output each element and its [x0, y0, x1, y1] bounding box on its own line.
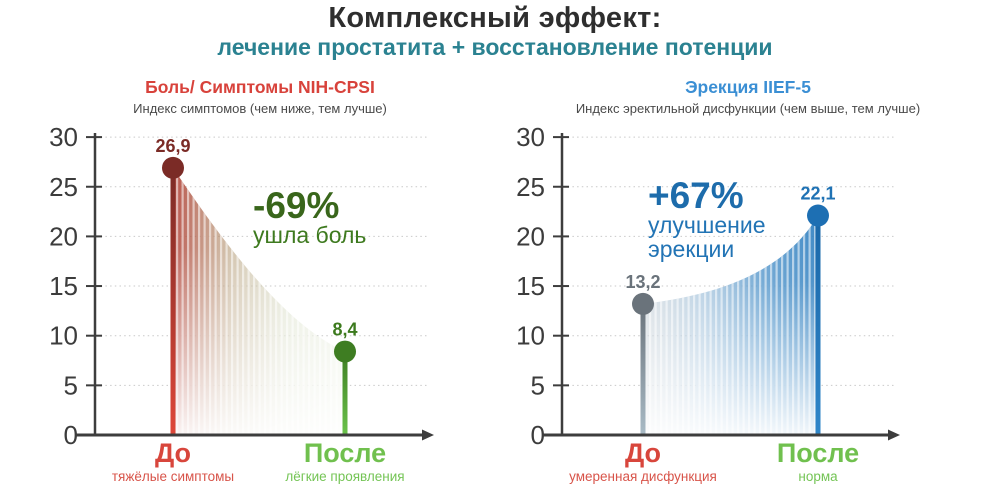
annotation-text: ушла боль: [253, 222, 366, 248]
value-label: 26,9: [155, 136, 190, 156]
annotation-percent: +67%: [648, 175, 744, 216]
after-stem: [815, 215, 821, 435]
y-tick-label: 15: [516, 271, 545, 301]
y-tick-label: 0: [531, 420, 545, 450]
value-label: 8,4: [332, 320, 357, 340]
area-stripes: [643, 215, 818, 435]
page-title: Комплексный эффект:: [328, 2, 662, 34]
erection-chart: 13,2 22,1 0 5 10 15 20 25 30 +67%улучшениеэрекции…: [516, 125, 900, 484]
category-label: До: [625, 438, 661, 468]
chart-title-erection: Эрекция IIEF-5: [685, 77, 811, 97]
value-label: 22,1: [800, 184, 835, 204]
before-stem: [170, 167, 176, 435]
y-tick-label: 10: [49, 321, 78, 351]
category-sublabel: норма: [798, 469, 838, 484]
chart-subtitle-pain: Индекс симптомов (чем ниже, тем лучше): [133, 101, 387, 116]
x-axis-arrow: [422, 429, 434, 441]
category-label: До: [155, 438, 191, 468]
y-tick-label: 20: [49, 221, 78, 251]
y-tick-label: 0: [64, 420, 78, 450]
category-sublabel: тяжёлые симптомы: [112, 469, 234, 484]
y-tick-label: 5: [531, 370, 545, 400]
before-marker: [162, 156, 184, 179]
after-marker: [807, 204, 829, 227]
annotation-text: эрекции: [648, 236, 734, 262]
y-tick-label: 25: [49, 172, 78, 202]
y-tick-label: 15: [49, 271, 78, 301]
annotation-text: улучшение: [648, 212, 765, 238]
page-subtitle: лечение простатита + восстановление поте…: [217, 34, 773, 60]
before-marker: [632, 292, 654, 315]
y-tick-label: 30: [49, 125, 78, 152]
pain-chart: 26,9 8,4 0 5 10 15 20 25 30 -69%ушла боль Дотяжёлы…: [49, 125, 434, 484]
y-tick-label: 25: [516, 172, 545, 202]
after-stem: [342, 351, 348, 435]
category-sublabel: умеренная дисфункция: [569, 469, 717, 484]
y-tick-label: 5: [64, 370, 78, 400]
y-tick-label: 30: [516, 125, 545, 152]
chart-title-pain: Боль/ Симптомы NIH-CPSI: [145, 77, 375, 97]
after-marker: [334, 340, 356, 363]
category-label: После: [304, 438, 386, 468]
annotation-percent: -69%: [253, 185, 339, 226]
y-tick-label: 20: [516, 221, 545, 251]
value-label: 13,2: [625, 272, 660, 292]
category-sublabel: лёгкие проявления: [285, 469, 404, 484]
x-axis-arrow: [888, 429, 900, 441]
before-stem: [640, 303, 646, 435]
category-label: После: [777, 438, 859, 468]
area-stripes: [173, 167, 345, 435]
chart-subtitle-erection: Индекс эректильной дисфункции (чем выше,…: [575, 101, 921, 116]
y-tick-label: 10: [516, 321, 545, 351]
